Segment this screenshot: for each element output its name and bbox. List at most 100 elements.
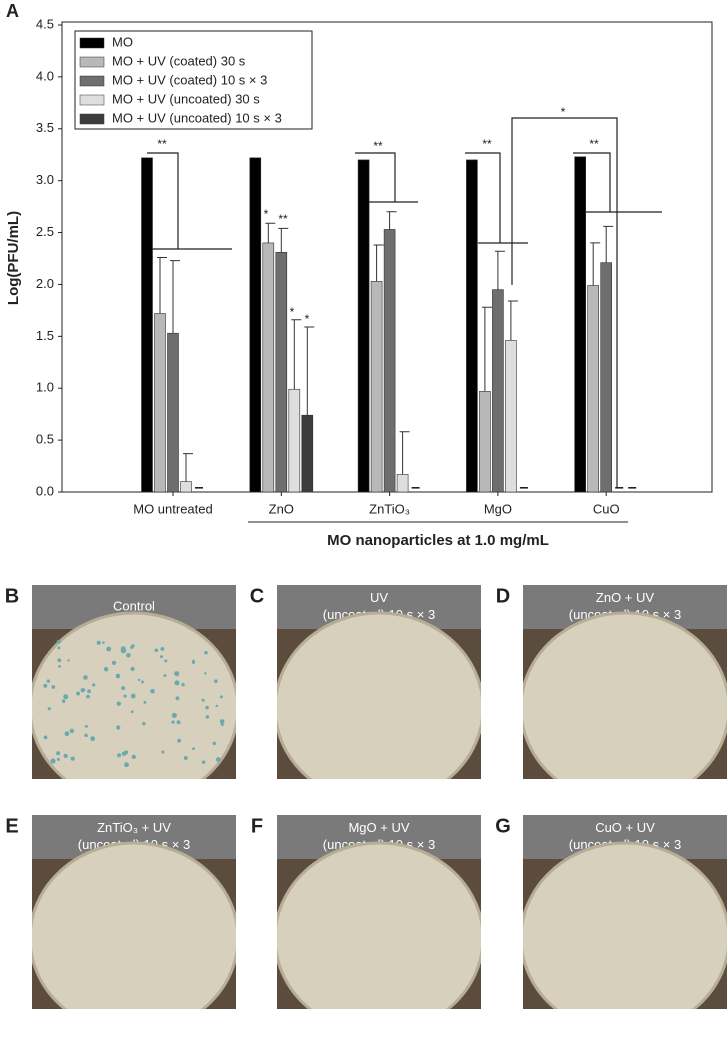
plaque xyxy=(103,666,109,672)
plaque xyxy=(191,660,196,664)
caption-text: CuO + UV xyxy=(595,820,655,835)
error-bar xyxy=(386,211,397,230)
bar xyxy=(180,481,192,493)
plaque xyxy=(177,738,182,743)
plaque xyxy=(64,731,70,737)
plaque xyxy=(171,720,175,724)
bar-zero xyxy=(519,487,528,489)
error-bar xyxy=(278,227,289,253)
bar-zero xyxy=(411,487,420,489)
plaque xyxy=(160,647,165,651)
bar xyxy=(479,391,491,493)
plaque xyxy=(121,686,126,690)
plaque xyxy=(130,645,134,650)
plate xyxy=(273,611,485,805)
caption-text: UV xyxy=(370,590,388,605)
bar xyxy=(370,281,383,493)
error-bar xyxy=(291,319,302,390)
plaque xyxy=(130,693,136,699)
plaque xyxy=(192,747,195,751)
plaque xyxy=(219,719,225,724)
plaque xyxy=(163,674,167,677)
y-tick-label: 1.0 xyxy=(36,380,54,395)
caption-text: MgO + UV xyxy=(348,820,409,835)
caption-text: ZnO + UV xyxy=(596,590,654,605)
plaque xyxy=(181,683,185,687)
plaque xyxy=(86,694,90,699)
plaque xyxy=(164,659,168,663)
plaque xyxy=(215,757,221,762)
plaque xyxy=(131,754,136,759)
plaque xyxy=(116,725,121,730)
plate xyxy=(273,841,485,1035)
plate-clip xyxy=(273,1009,485,1049)
caption-text: Control xyxy=(113,598,155,613)
plaque xyxy=(111,660,117,666)
plaque xyxy=(43,683,48,688)
legend-label: MO + UV (coated) 10 s × 3 xyxy=(112,72,267,87)
legend-swatch xyxy=(79,37,105,49)
legend-swatch xyxy=(79,75,105,87)
significance-star: * xyxy=(264,207,269,221)
y-tick-label: 2.0 xyxy=(36,276,54,291)
y-tick-label: 3.5 xyxy=(36,120,54,135)
bar xyxy=(505,340,517,493)
plaque xyxy=(84,724,88,728)
error-bar xyxy=(494,250,505,290)
y-tick-label: 0.5 xyxy=(36,432,54,447)
plaque xyxy=(76,691,81,696)
significance-star: ** xyxy=(157,137,167,151)
legend-label: MO xyxy=(112,34,133,49)
significance-star: ** xyxy=(589,137,599,151)
bar-zero xyxy=(195,487,203,489)
legend-box xyxy=(74,30,313,130)
plate-clip xyxy=(2,859,32,1009)
plaque xyxy=(215,704,218,708)
bar xyxy=(301,414,314,493)
bar xyxy=(396,474,409,493)
plaque xyxy=(161,750,165,754)
plaque xyxy=(174,680,180,686)
plaque xyxy=(69,728,74,734)
plaque xyxy=(117,753,122,758)
y-tick-label: 3.0 xyxy=(36,172,54,187)
error-bar xyxy=(507,300,518,341)
plaque xyxy=(84,733,88,737)
legend-swatch xyxy=(79,56,105,68)
significance-brackets xyxy=(147,117,662,488)
error-bar xyxy=(373,244,384,282)
x-tick-label: MO untreated xyxy=(133,501,213,516)
error-bar xyxy=(603,225,614,263)
error-bar xyxy=(170,260,180,334)
plaque xyxy=(82,688,86,691)
x-tick-label: ZnO xyxy=(269,501,294,516)
plaque xyxy=(58,664,61,668)
y-tick-label: 4.5 xyxy=(36,16,54,31)
y-axis-label: Log(PFU/mL) xyxy=(5,211,22,305)
error-bar xyxy=(399,431,410,475)
y-tick-label: 1.5 xyxy=(36,328,54,343)
plaque xyxy=(116,701,122,706)
plaque xyxy=(175,696,180,701)
plate-clip xyxy=(493,859,523,1009)
plaque xyxy=(87,689,92,694)
panel-label: D xyxy=(496,585,510,607)
plaque xyxy=(141,680,144,684)
plaque xyxy=(204,672,207,675)
significance-star: ** xyxy=(278,212,288,226)
y-tick-label: 2.5 xyxy=(36,224,54,239)
plaque xyxy=(204,650,208,655)
legend-label: MO + UV (coated) 30 s xyxy=(112,53,246,68)
plate-clip xyxy=(2,629,32,779)
plaque xyxy=(183,755,188,760)
plaque xyxy=(56,757,60,761)
plaque xyxy=(115,673,121,679)
bar xyxy=(262,242,275,493)
bar xyxy=(492,289,504,493)
plate-clip xyxy=(247,859,277,1009)
legend-label: MO + UV (uncoated) 10 s × 3 xyxy=(112,110,282,125)
significance-star: * xyxy=(561,105,566,119)
error-bar xyxy=(183,453,193,482)
plaque xyxy=(154,648,159,652)
